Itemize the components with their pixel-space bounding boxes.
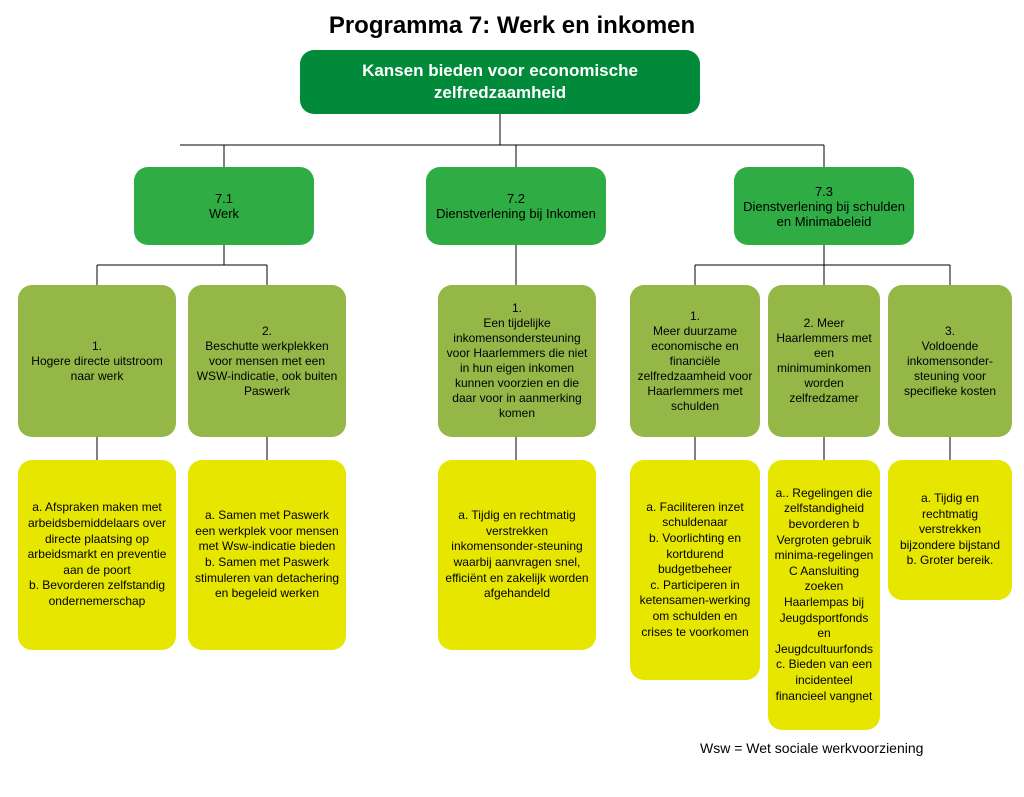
page-title: Programma 7: Werk en inkomen xyxy=(0,0,1024,46)
level3-node-2: 1.Een tijdelijke inkomensondersteuning v… xyxy=(438,285,596,437)
node-7-1-num: 7.1 xyxy=(215,191,233,206)
node-7-3-label: Dienstverlening bij schulden en Minimabe… xyxy=(742,199,906,229)
level3-node-1: 2.Beschutte werkplekken voor mensen met … xyxy=(188,285,346,437)
footnote: Wsw = Wet sociale werkvoorziening xyxy=(700,740,923,756)
level4-node-2: a. Tijdig en rechtmatig verstrekken inko… xyxy=(438,460,596,650)
level3-node-0-num: 1. xyxy=(92,339,102,354)
level4-node-3: a. Faciliteren inzet schuldenaar b. Voor… xyxy=(630,460,760,680)
node-7-3: 7.3 Dienstverlening bij schulden en Mini… xyxy=(734,167,914,245)
level3-node-5-num: 3. xyxy=(945,324,955,339)
node-7-1-label: Werk xyxy=(209,206,239,221)
level3-node-2-text: Een tijdelijke inkomensondersteuning voo… xyxy=(444,316,590,421)
level3-node-1-num: 2. xyxy=(262,324,272,339)
level4-node-5: a. Tijdig en rechtmatig verstrekken bijz… xyxy=(888,460,1012,600)
root-node: Kansen bieden voor economische zelfredza… xyxy=(300,50,700,114)
level3-node-4: 2. MeerHaarlemmers met een minimuminkome… xyxy=(768,285,880,437)
level3-node-5: 3.Voldoende inkomensonder-steuning voor … xyxy=(888,285,1012,437)
node-7-2-num: 7.2 xyxy=(507,191,525,206)
node-7-3-num: 7.3 xyxy=(815,184,833,199)
level3-node-4-num: 2. Meer xyxy=(804,316,845,331)
level3-node-3: 1.Meer duurzame economische en financiël… xyxy=(630,285,760,437)
level3-node-0: 1.Hogere directe uitstroom naar werk xyxy=(18,285,176,437)
level3-node-5-text: Voldoende inkomensonder-steuning voor sp… xyxy=(894,339,1006,399)
level4-node-0: a. Afspraken maken met arbeidsbemiddelaa… xyxy=(18,460,176,650)
node-7-2: 7.2 Dienstverlening bij Inkomen xyxy=(426,167,606,245)
level3-node-4-text: Haarlemmers met een minimuminkomen worde… xyxy=(774,331,874,406)
node-7-2-label: Dienstverlening bij Inkomen xyxy=(436,206,596,221)
level4-node-1: a. Samen met Paswerk een werkplek voor m… xyxy=(188,460,346,650)
level3-node-0-text: Hogere directe uitstroom naar werk xyxy=(24,354,170,384)
level3-node-3-text: Meer duurzame economische en financiële … xyxy=(636,324,754,414)
node-7-1: 7.1 Werk xyxy=(134,167,314,245)
level3-node-3-num: 1. xyxy=(690,309,700,324)
level4-node-4: a.. Regelingen die zelfstandigheid bevor… xyxy=(768,460,880,730)
level3-node-2-num: 1. xyxy=(512,301,522,316)
level3-node-1-text: Beschutte werkplekken voor mensen met ee… xyxy=(194,339,340,399)
